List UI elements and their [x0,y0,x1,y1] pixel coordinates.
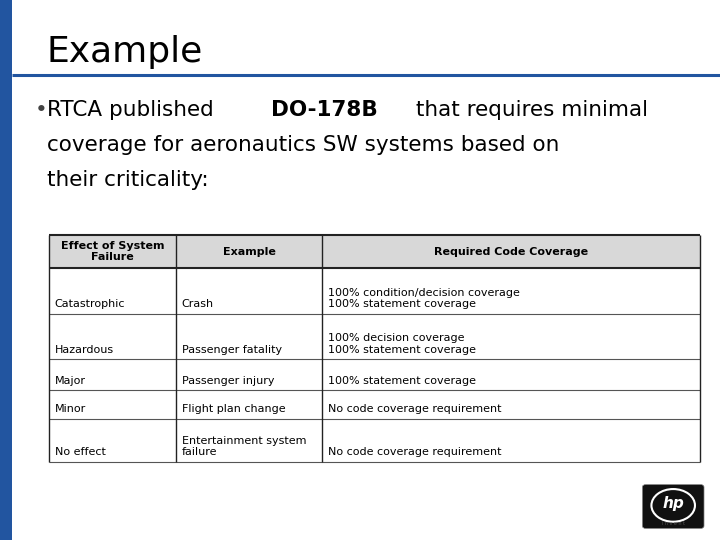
Text: Flight plan change: Flight plan change [181,404,285,414]
Text: coverage for aeronautics SW systems based on: coverage for aeronautics SW systems base… [47,135,559,155]
Text: 100% decision coverage
100% statement coverage: 100% decision coverage 100% statement co… [328,334,476,355]
Text: Effect of System
Failure: Effect of System Failure [60,241,164,262]
Text: Passenger injury: Passenger injury [181,376,274,386]
Text: Major: Major [55,376,86,386]
Text: 100% condition/decision coverage
100% statement coverage: 100% condition/decision coverage 100% st… [328,288,520,309]
Text: DO-178B: DO-178B [271,100,377,120]
Text: i n v e n t: i n v e n t [662,521,685,526]
Text: Hazardous: Hazardous [55,345,114,355]
Text: No code coverage requirement: No code coverage requirement [328,404,502,414]
Text: RTCA published: RTCA published [47,100,220,120]
Text: Catastrophic: Catastrophic [55,300,125,309]
Text: hp: hp [662,496,684,511]
Text: Example: Example [47,35,203,69]
Text: Entertainment system
failure: Entertainment system failure [181,436,306,457]
Text: Required Code Coverage: Required Code Coverage [434,247,588,256]
Text: Example: Example [222,247,276,256]
Text: •: • [35,100,48,120]
FancyBboxPatch shape [642,484,704,529]
Bar [49,235,700,268]
Text: their criticality:: their criticality: [47,170,208,190]
Text: No effect: No effect [55,447,106,457]
Text: No code coverage requirement: No code coverage requirement [328,447,502,457]
Text: that requires minimal: that requires minimal [408,100,647,120]
Text: Minor: Minor [55,404,86,414]
Bar [0,0,12,540]
Text: 100% statement coverage: 100% statement coverage [328,376,476,386]
Text: Crash: Crash [181,300,214,309]
Text: Passenger fatality: Passenger fatality [181,345,282,355]
